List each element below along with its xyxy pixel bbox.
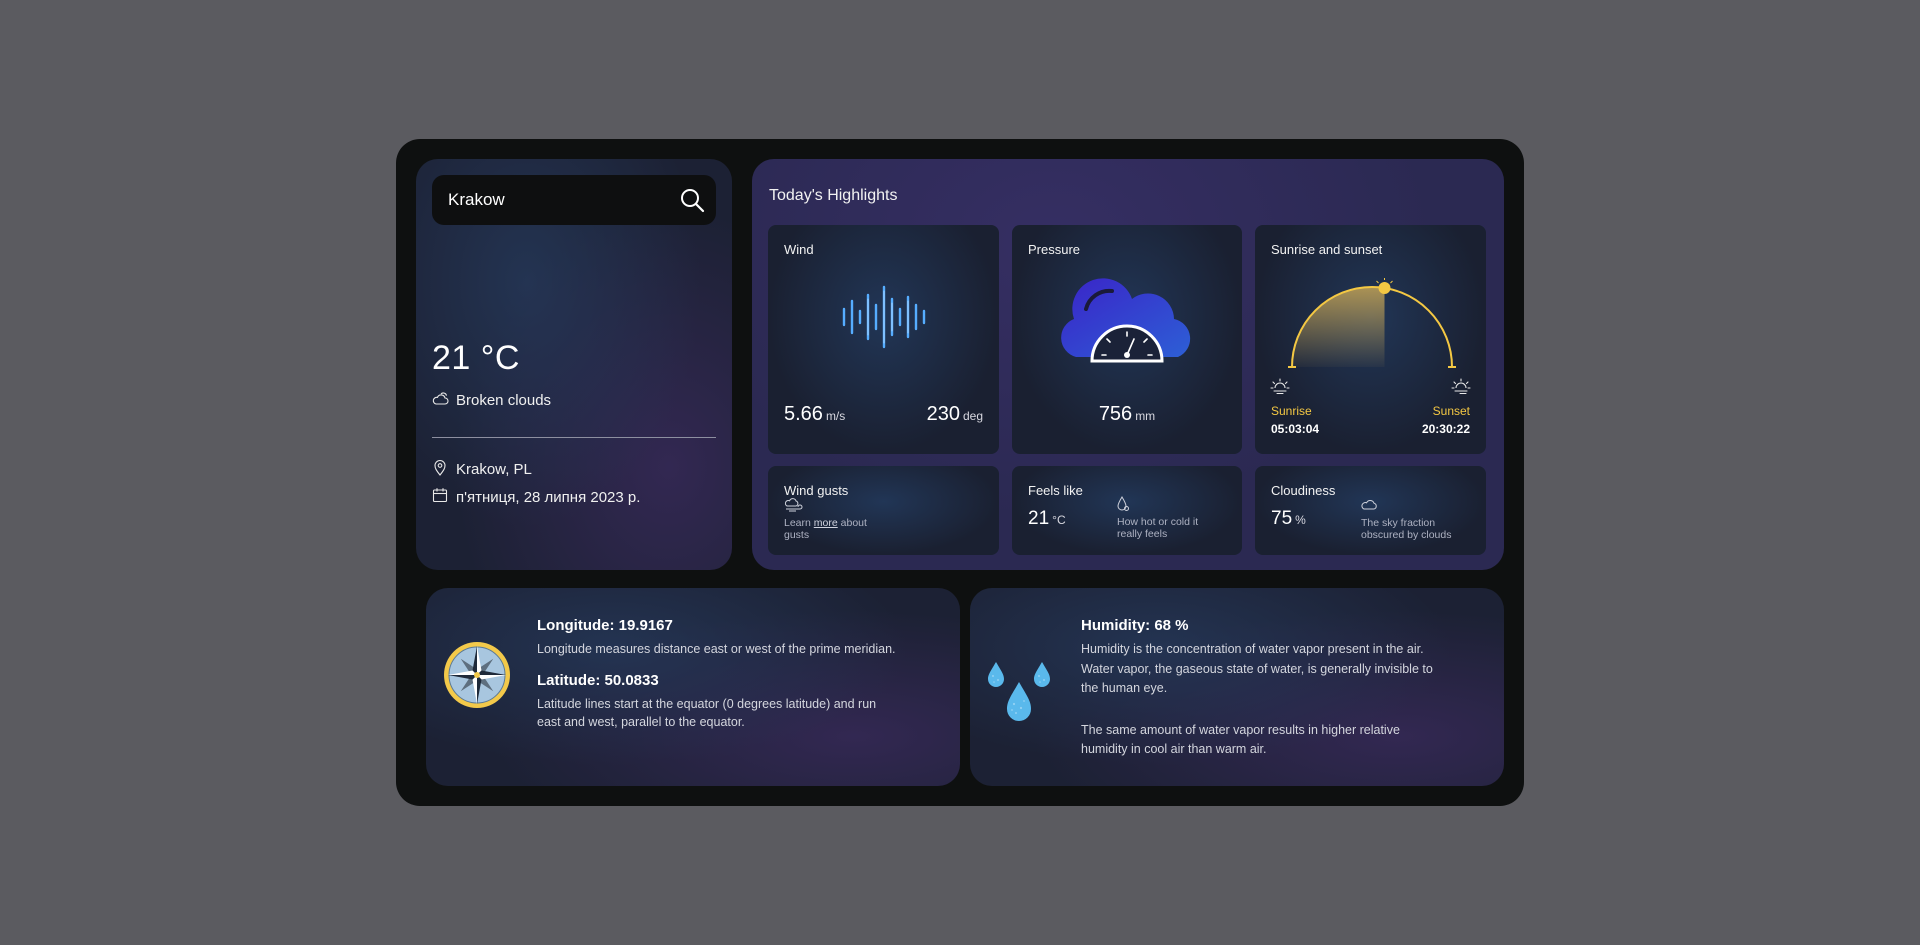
wind-gusts-note-line2: gusts	[784, 529, 810, 541]
cloud-gauge-icon	[1056, 269, 1198, 370]
location-row: Krakow, PL	[432, 459, 532, 480]
latitude-text-line1: Latitude lines start at the equator (0 d…	[537, 697, 877, 711]
sun-arc	[1288, 278, 1456, 368]
wind-gusts-title: Wind gusts	[784, 483, 849, 498]
cloud-icon	[1361, 498, 1379, 516]
weather-description: Broken clouds	[432, 391, 551, 409]
cloudiness-value: 75	[1271, 508, 1293, 529]
humidity-title: Humidity: 68 %	[1081, 617, 1189, 634]
weather-app: 21 °C Broken clouds Krakow, PL	[396, 139, 1524, 806]
pressure-value: 756	[1098, 403, 1133, 425]
wind-speed-value: 5.66	[784, 403, 823, 425]
sunset-time: 20:30:22	[1421, 422, 1470, 436]
current-weather-panel: 21 °C Broken clouds Krakow, PL	[416, 159, 732, 570]
highlights-title: Today's Highlights	[769, 187, 898, 204]
longitude-text: Longitude measures distance east or west…	[537, 642, 896, 656]
wind-direction-value: 230	[926, 403, 960, 425]
cloudiness-card: Cloudiness 75% The sky fraction obscured…	[1255, 466, 1486, 555]
wind-card: Wind	[768, 225, 999, 454]
wind-speed: 5.66 m/s	[784, 403, 845, 426]
humidity-text: Humidity is the concentration of water v…	[1081, 640, 1433, 699]
weather-description-text: Broken clouds	[456, 391, 552, 409]
pressure-card-title: Pressure	[1028, 242, 1081, 257]
location-pin-icon	[432, 459, 448, 480]
sun-card-title: Sunrise and sunset	[1271, 242, 1383, 257]
wind-speed-unit: m/s	[825, 409, 846, 423]
learn-more-link[interactable]: more	[813, 517, 838, 529]
feels-like-unit: °C	[1052, 513, 1066, 527]
search-input[interactable]	[432, 175, 678, 225]
humidity-text2-line1: The same amount of water vapor results i…	[1081, 723, 1400, 737]
pressure-card: Pressure	[1012, 225, 1242, 454]
feels-like-value-row: 21 °C	[1028, 508, 1066, 530]
pressure-unit: mm	[1135, 409, 1156, 423]
feels-like-note: How hot or cold it really feels	[1117, 516, 1198, 540]
feels-like-value: 21	[1028, 508, 1050, 529]
highlights-panel: Today's Highlights Wind	[752, 159, 1504, 570]
pressure-value-row: 756 mm	[1012, 403, 1242, 426]
sunrise-label: Sunrise	[1271, 404, 1312, 418]
wind-gusts-card: Wind gusts Learn more about gusts	[768, 466, 999, 555]
date-text: п'ятниця, 28 липня 2023 р.	[456, 488, 641, 506]
humidity-text-2: The same amount of water vapor results i…	[1081, 721, 1400, 759]
date-row: п'ятниця, 28 липня 2023 р.	[432, 487, 640, 507]
cloudiness-note-line2: obscured by clouds	[1361, 529, 1452, 541]
feels-like-note-line1: How hot or cold it	[1117, 516, 1199, 528]
compass-icon	[442, 640, 512, 715]
feels-like-note-line2: really feels	[1117, 528, 1168, 540]
sound-wave-icon	[840, 285, 928, 354]
humidity-panel: Humidity: 68 % Humidity is the concentra…	[970, 588, 1504, 786]
wind-direction: 230 deg	[927, 403, 983, 426]
humidity-text2-line2: humidity in cool air than warm air.	[1081, 742, 1267, 756]
cloud-sun-icon	[432, 391, 450, 409]
cloudiness-note: The sky fraction obscured by clouds	[1361, 517, 1451, 541]
calendar-icon	[432, 487, 448, 507]
divider	[432, 437, 716, 438]
cloudiness-note-line1: The sky fraction	[1361, 517, 1436, 529]
wind-gusts-note: Learn more about gusts	[784, 517, 867, 541]
humidity-text-line3: the human eye.	[1081, 681, 1168, 695]
longitude-title: Longitude: 19.9167	[537, 617, 673, 634]
sun-card: Sunrise and sunset	[1255, 225, 1486, 454]
wind-gusts-note-suffix: about	[837, 517, 867, 529]
water-drops-icon	[984, 660, 1056, 733]
feels-like-card: Feels like 21 °C How hot or cold it reall…	[1012, 466, 1242, 555]
wind-direction-unit: deg	[962, 409, 983, 423]
wind-gusts-note-prefix: Learn	[784, 517, 814, 529]
sun-position-marker	[1376, 278, 1393, 294]
feels-like-title: Feels like	[1028, 483, 1083, 498]
search-bar	[432, 175, 716, 225]
sunset-icon	[1451, 377, 1471, 400]
wind-cloud-icon	[783, 498, 805, 517]
humidity-text-line1: Humidity is the concentration of water v…	[1081, 642, 1424, 656]
cloudiness-unit: %	[1295, 513, 1306, 527]
droplet-thermometer-icon	[1116, 496, 1130, 517]
search-icon[interactable]	[678, 186, 706, 214]
current-temperature: 21 °C	[432, 339, 520, 377]
sunset-label: Sunset	[1432, 404, 1470, 418]
coordinates-panel: Longitude: 19.9167 Longitude measures di…	[426, 588, 960, 786]
latitude-text-line2: east and west, parallel to the equator.	[537, 715, 745, 729]
cloudiness-title: Cloudiness	[1271, 483, 1336, 498]
sunrise-icon	[1270, 377, 1290, 400]
latitude-text: Latitude lines start at the equator (0 d…	[537, 695, 876, 731]
wind-card-title: Wind	[784, 242, 814, 257]
location-text: Krakow, PL	[456, 461, 532, 478]
latitude-title: Latitude: 50.0833	[537, 672, 659, 689]
humidity-text-line2: Water vapor, the gaseous state of water,…	[1081, 661, 1433, 676]
cloudiness-value-row: 75%	[1271, 508, 1306, 530]
sunrise-time: 05:03:04	[1271, 422, 1320, 436]
